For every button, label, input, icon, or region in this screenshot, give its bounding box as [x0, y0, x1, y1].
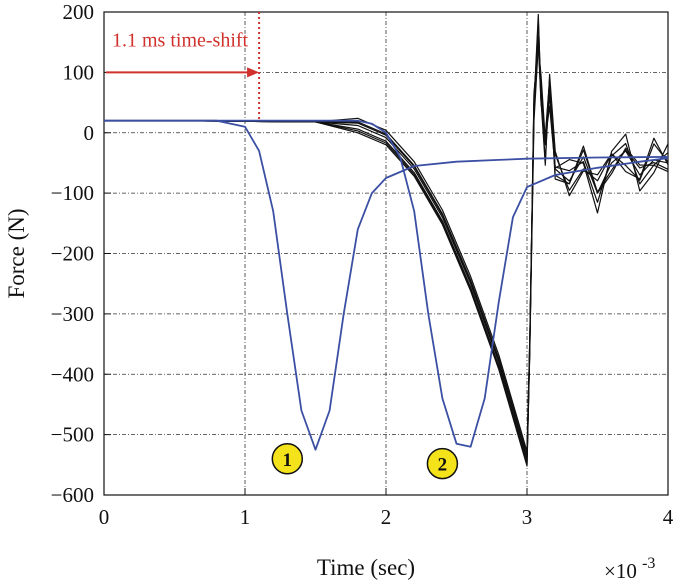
- series-layer: [104, 13, 669, 467]
- x-axis-multiplier: ×10 -3: [604, 555, 655, 583]
- y-tick-label: −500: [51, 423, 94, 447]
- x-tick-label: 0: [99, 505, 110, 529]
- y-tick-label: 100: [63, 60, 95, 84]
- pulse-2-badge-label: 2: [438, 455, 448, 476]
- x-multiplier-base: ×10: [604, 559, 637, 583]
- y-tick-label: −600: [51, 483, 94, 507]
- annotations: 1.1 ms time-shift 1 2: [106, 12, 459, 480]
- axis-ticks: 0 1 2 3 4 200 100 0 −100 −200 −300 −400 −500 −600: [51, 0, 674, 529]
- x-tick-label: 4: [663, 505, 674, 529]
- x-tick-label: 1: [240, 505, 251, 529]
- pulse-2-badge: [426, 447, 459, 480]
- pulse-1-badge-label: 1: [283, 450, 293, 471]
- x-axis-label: Time (sec): [317, 555, 415, 580]
- y-tick-label: 0: [84, 121, 95, 145]
- x-tick-label: 2: [381, 505, 392, 529]
- y-tick-label: −100: [51, 181, 94, 205]
- y-tick-label: −300: [51, 302, 94, 326]
- x-tick-label: 3: [522, 505, 533, 529]
- model-pulse-1-line: [104, 119, 669, 451]
- time-shift-label: 1.1 ms time-shift: [112, 29, 249, 51]
- measured-force-trace: [104, 19, 669, 465]
- pulse-1-badge: [271, 443, 304, 475]
- measured-force-trace: [104, 13, 669, 453]
- model-pulse-2-line: [104, 119, 669, 448]
- y-tick-label: 200: [63, 0, 95, 24]
- y-tick-label: −400: [51, 362, 94, 386]
- grid: [104, 12, 668, 495]
- y-tick-label: −200: [51, 242, 94, 266]
- y-axis-label: Force (N): [4, 208, 29, 298]
- x-multiplier-exponent: -3: [642, 555, 655, 572]
